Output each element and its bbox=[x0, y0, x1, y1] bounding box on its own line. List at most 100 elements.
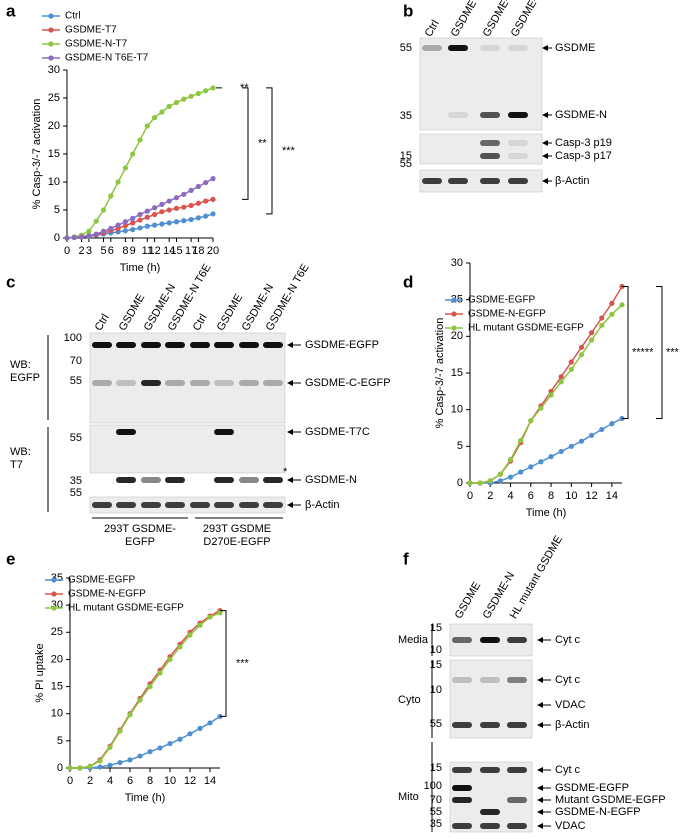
data-point bbox=[578, 438, 585, 444]
legend-marker bbox=[48, 27, 54, 33]
blot-band bbox=[508, 178, 528, 184]
data-point bbox=[487, 478, 493, 484]
significance-bracket bbox=[266, 87, 273, 215]
x-tick-label: 6 bbox=[108, 245, 114, 257]
x-tick-label: 15 bbox=[170, 245, 182, 257]
data-point bbox=[599, 322, 605, 328]
data-point bbox=[188, 93, 194, 99]
y-tick-label: 25 bbox=[51, 626, 63, 638]
data-point bbox=[181, 191, 187, 197]
band-label: Mutant GSDME-EGFP bbox=[555, 794, 666, 806]
data-point bbox=[609, 421, 615, 427]
x-tick-label: 12 bbox=[585, 490, 597, 502]
blot-band bbox=[507, 823, 527, 829]
blot-band bbox=[263, 477, 283, 483]
data-point bbox=[86, 228, 92, 234]
data-point bbox=[71, 234, 77, 241]
group-label: EGFP bbox=[125, 536, 155, 548]
significance-label: ***** bbox=[632, 346, 654, 358]
data-point bbox=[107, 744, 113, 750]
y-tick-label: 15 bbox=[51, 680, 63, 692]
data-point bbox=[157, 670, 163, 676]
y-tick-label: 25 bbox=[48, 92, 60, 104]
blot-band bbox=[116, 429, 136, 435]
data-point bbox=[210, 196, 216, 202]
data-point bbox=[203, 213, 209, 219]
x-tick-label: 2 bbox=[79, 245, 85, 257]
mw-marker: 15 bbox=[400, 150, 412, 162]
lane-label: GSDME bbox=[453, 580, 484, 621]
x-tick-label: 2 bbox=[87, 775, 93, 787]
data-point bbox=[137, 697, 143, 703]
y-tick-label: 10 bbox=[451, 404, 463, 416]
y-tick-label: 20 bbox=[451, 330, 463, 342]
series-line bbox=[70, 609, 221, 769]
data-point bbox=[195, 200, 201, 206]
data-point bbox=[137, 211, 143, 218]
mw-marker: 55 bbox=[400, 42, 412, 54]
legend-label: GSDME-N T6E-T7 bbox=[65, 53, 149, 64]
y-tick-label: 30 bbox=[451, 257, 463, 269]
data-point bbox=[152, 115, 158, 121]
y-tick-label: 0 bbox=[54, 232, 60, 244]
legend-label: GSDME-N-EGFP bbox=[68, 589, 146, 600]
blot-band bbox=[141, 477, 161, 483]
significance-bracket bbox=[622, 285, 629, 419]
blot-band bbox=[507, 677, 527, 683]
data-point bbox=[173, 99, 180, 106]
y-tick-label: 15 bbox=[451, 367, 463, 379]
data-point bbox=[173, 195, 180, 201]
data-point bbox=[195, 90, 201, 97]
blot-band bbox=[480, 153, 500, 159]
legend-marker bbox=[451, 297, 457, 303]
x-tick-label: 20 bbox=[207, 245, 219, 257]
blot-band bbox=[214, 429, 234, 435]
legend-label: HL mutant GSDME-EGFP bbox=[468, 323, 584, 334]
mw-marker: 15 bbox=[430, 622, 442, 634]
blot-band bbox=[141, 342, 161, 348]
data-point bbox=[152, 211, 158, 218]
x-tick-label: 14 bbox=[204, 775, 216, 787]
blot-band bbox=[480, 178, 500, 184]
legend-marker bbox=[451, 311, 457, 317]
data-point bbox=[188, 202, 194, 209]
legend-label: GSDME-T7 bbox=[65, 25, 117, 36]
blot-band bbox=[165, 380, 185, 386]
data-point bbox=[173, 219, 180, 225]
blot-band bbox=[116, 342, 136, 348]
x-tick-label: 17 bbox=[185, 245, 197, 257]
legend-marker bbox=[51, 605, 57, 611]
legend-marker bbox=[48, 13, 54, 19]
data-point bbox=[122, 228, 128, 234]
y-tick-label: 10 bbox=[48, 176, 60, 188]
data-point bbox=[528, 418, 534, 424]
blot-band bbox=[480, 809, 500, 815]
blot-band bbox=[480, 45, 500, 51]
band-label: GSDME-N-EGFP bbox=[555, 806, 641, 818]
blot-band bbox=[508, 45, 528, 51]
blot-band bbox=[507, 797, 527, 803]
series-line bbox=[470, 417, 623, 484]
data-point bbox=[589, 337, 595, 343]
mw-marker: 55 bbox=[430, 806, 442, 818]
x-tick-label: 14 bbox=[163, 245, 175, 257]
legend-label: GSDME-EGFP bbox=[468, 295, 536, 306]
x-tick-label: 8 bbox=[147, 775, 153, 787]
x-tick-label: 0 bbox=[64, 245, 70, 257]
y-tick-label: 5 bbox=[457, 440, 463, 452]
data-point bbox=[619, 302, 625, 308]
data-point bbox=[538, 405, 544, 411]
significance-label: *** bbox=[236, 657, 250, 669]
band-label: Cyt c bbox=[555, 764, 581, 776]
mw-marker: 55 bbox=[430, 718, 442, 730]
data-point bbox=[181, 218, 187, 224]
data-point bbox=[93, 218, 99, 224]
mw-marker: 35 bbox=[400, 110, 412, 122]
data-point bbox=[167, 656, 173, 663]
lane-label: Ctrl bbox=[423, 18, 442, 39]
antibody-label: WB: bbox=[10, 446, 31, 458]
band-label: Casp-3 p17 bbox=[555, 150, 612, 162]
data-point bbox=[518, 437, 524, 444]
data-point bbox=[137, 753, 143, 759]
